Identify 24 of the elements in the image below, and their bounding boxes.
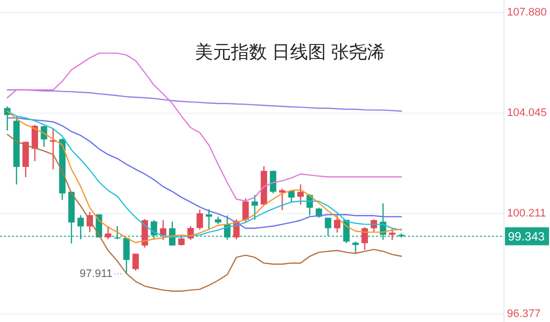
y-tick-label: 107.880 xyxy=(507,6,547,19)
candlestick xyxy=(388,228,396,241)
candlestick xyxy=(196,209,203,230)
y-tick-label: 100.211 xyxy=(507,208,546,220)
ref-line-label: 99.343 xyxy=(508,229,546,244)
candlestick xyxy=(352,241,359,254)
candlestick xyxy=(297,184,304,206)
candlestick xyxy=(132,253,139,272)
y-tick-label: 104.045 xyxy=(507,107,547,120)
candlestick xyxy=(334,214,340,234)
candlestick xyxy=(242,198,249,224)
candlestick xyxy=(104,226,112,240)
candlestick xyxy=(252,194,258,220)
candlestick xyxy=(362,226,368,250)
candlestick xyxy=(288,190,295,204)
candlestick xyxy=(279,188,286,211)
line-series xyxy=(6,89,402,112)
annotation: 97.911 xyxy=(80,268,112,280)
candlestick xyxy=(50,128,56,170)
candlestick xyxy=(32,124,38,162)
y-tick-label: 96.377 xyxy=(507,308,541,320)
candlestick xyxy=(178,234,185,246)
candlestick xyxy=(160,220,166,241)
text: 美元指数 日线图 张尧浠 xyxy=(194,42,386,62)
